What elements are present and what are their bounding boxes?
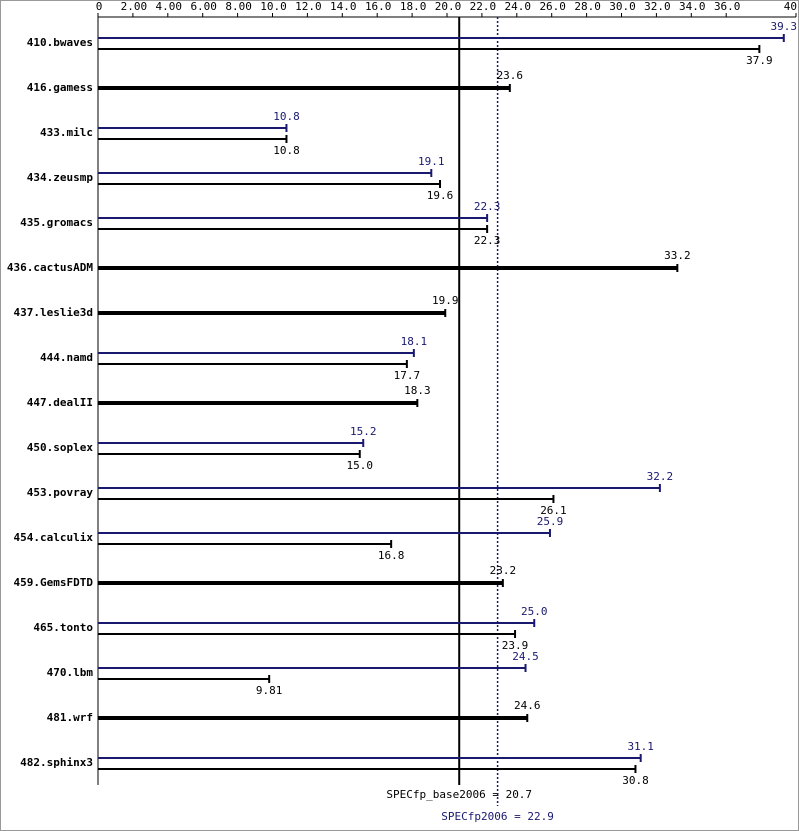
x-tick-label: 20.0 — [435, 0, 462, 13]
value-label: 25.0 — [521, 605, 548, 618]
value-label: 22.3 — [474, 200, 501, 213]
value-label: 16.8 — [378, 549, 405, 562]
category-label: 444.namd — [40, 351, 93, 364]
x-tick-label: 0 — [96, 0, 103, 13]
value-label: 32.2 — [647, 470, 674, 483]
value-label: 26.1 — [540, 504, 567, 517]
x-tick-label: 10.0 — [260, 0, 287, 13]
category-label: 459.GemsFDTD — [14, 576, 94, 589]
category-label: 436.cactusADM — [7, 261, 93, 274]
x-tick-label: 40.0 — [784, 0, 799, 13]
value-label: 9.81 — [256, 684, 283, 697]
category-label: 437.leslie3d — [14, 306, 93, 319]
value-label: 37.9 — [746, 54, 773, 67]
value-label: 15.0 — [347, 459, 374, 472]
category-label: 434.zeusmp — [27, 171, 94, 184]
value-label: 19.1 — [418, 155, 445, 168]
x-tick-label: 18.0 — [400, 0, 427, 13]
x-tick-label: 24.0 — [505, 0, 532, 13]
x-tick-label: 4.00 — [156, 0, 183, 13]
value-label: 10.8 — [273, 144, 300, 157]
x-tick-label: 32.0 — [644, 0, 671, 13]
value-label: 31.1 — [627, 740, 654, 753]
x-tick-label: 28.0 — [574, 0, 601, 13]
value-label: 15.2 — [350, 425, 377, 438]
value-label: 39.3 — [771, 20, 798, 33]
x-tick-label: 36.0 — [714, 0, 741, 13]
category-label: 416.gamess — [27, 81, 93, 94]
value-label: 18.3 — [404, 384, 431, 397]
reference-label: SPECfp_base2006 = 20.7 — [386, 788, 532, 801]
x-tick-label: 34.0 — [679, 0, 706, 13]
value-label: 30.8 — [622, 774, 649, 787]
value-label: 24.6 — [514, 699, 541, 712]
value-label: 23.9 — [502, 639, 529, 652]
value-label: 22.3 — [474, 234, 501, 247]
value-label: 17.7 — [394, 369, 421, 382]
value-label: 19.9 — [432, 294, 459, 307]
x-tick-label: 12.0 — [295, 0, 322, 13]
x-tick-label: 22.0 — [470, 0, 497, 13]
category-label: 435.gromacs — [20, 216, 93, 229]
category-label: 470.lbm — [47, 666, 94, 679]
x-tick-label: 30.0 — [609, 0, 636, 13]
value-label: 18.1 — [401, 335, 428, 348]
value-label: 33.2 — [664, 249, 691, 262]
value-label: 10.8 — [273, 110, 300, 123]
reference-label: SPECfp2006 = 22.9 — [441, 810, 554, 823]
category-label: 447.dealII — [27, 396, 93, 409]
value-label: 23.2 — [490, 564, 517, 577]
value-label: 24.5 — [512, 650, 539, 663]
value-label: 23.6 — [497, 69, 524, 82]
value-label: 19.6 — [427, 189, 454, 202]
x-tick-label: 14.0 — [330, 0, 357, 13]
x-tick-label: 6.00 — [190, 0, 217, 13]
x-tick-label: 8.00 — [225, 0, 252, 13]
category-label: 410.bwaves — [27, 36, 93, 49]
x-tick-label: 16.0 — [365, 0, 392, 13]
category-label: 454.calculix — [14, 531, 94, 544]
x-tick-label: 26.0 — [539, 0, 566, 13]
value-label: 25.9 — [537, 515, 564, 528]
x-tick-label: 2.00 — [121, 0, 148, 13]
category-label: 481.wrf — [47, 711, 93, 724]
category-label: 450.soplex — [27, 441, 94, 454]
category-label: 465.tonto — [33, 621, 93, 634]
category-label: 482.sphinx3 — [20, 756, 93, 769]
category-label: 433.milc — [40, 126, 93, 139]
category-label: 453.povray — [27, 486, 94, 499]
